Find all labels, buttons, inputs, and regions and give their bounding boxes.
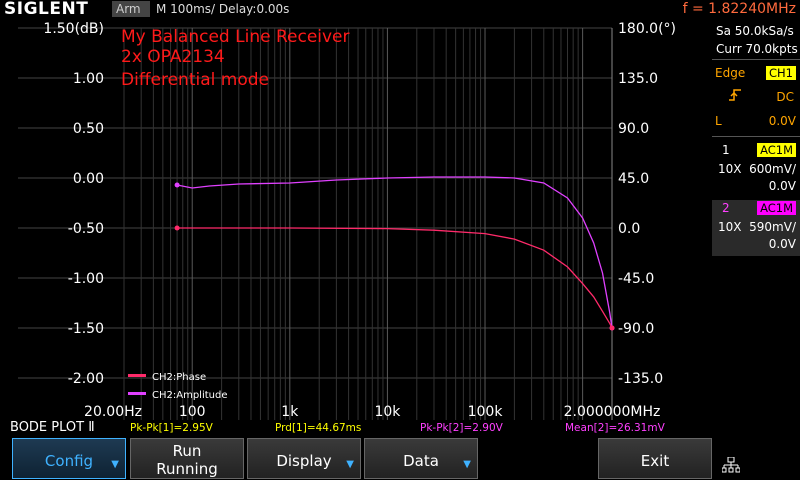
measure-pkpk1: Pk-Pk[1]=2.95V <box>130 422 213 434</box>
x-tick-label: 10k <box>374 404 401 420</box>
network-icon[interactable] <box>722 457 740 473</box>
x-axis-ticks: 20.00Hz 100 1k 10k 100k 2.000000MHz <box>84 404 660 420</box>
x-tick-label: 100 <box>179 404 206 420</box>
softkey-bar: Config ▼ Run Running Display ▼ Data ▼ Ex… <box>0 437 800 480</box>
ch1-number: 1 <box>722 143 730 157</box>
measurement-status-bar: BODE PLOT Ⅱ Pk-Pk[1]=2.95V Prd[1]=44.67m… <box>0 420 800 436</box>
right-tick-label: 180.0(°) <box>618 21 676 37</box>
left-tick-label: 0.50 <box>73 121 104 137</box>
right-tick-label: 45.0 <box>618 171 649 187</box>
legend: CH2:Phase CH2:Amplitude <box>128 372 227 401</box>
measure-pkpk2: Pk-Pk[2]=2.90V <box>420 422 503 434</box>
left-tick-label: 0.00 <box>73 171 104 187</box>
exit-label: Exit <box>640 452 670 470</box>
ch2-coupling: AC1M <box>757 201 796 215</box>
trigger-coupling: DC <box>776 90 794 104</box>
ch1-probe: 10X <box>718 162 742 176</box>
trigger-level-label: L <box>715 114 722 128</box>
data-label: Data <box>403 452 439 470</box>
left-axis-ticks: 1.50(dB) 1.00 0.50 0.00 -0.50 -1.00 -1.50 -2.00 <box>43 21 104 387</box>
run-button[interactable]: Run Running <box>130 438 244 479</box>
ch2-probe: 10X <box>718 220 742 234</box>
timebase-readout[interactable]: M 100ms/ Delay:0.00s <box>156 2 290 16</box>
left-tick-label: -1.00 <box>68 271 104 287</box>
plot-grid <box>18 27 613 420</box>
data-button[interactable]: Data ▼ <box>364 438 478 479</box>
annotation-line-2: 2x OPA2134 <box>121 47 225 67</box>
rising-edge-icon <box>729 89 741 101</box>
frequency-readout: f = 1.82240MHz <box>682 1 796 17</box>
legend-amplitude-swatch <box>128 392 146 395</box>
ch2-amplitude-curve <box>176 176 613 329</box>
legend-amplitude-label: CH2:Amplitude <box>152 390 227 401</box>
x-tick-label: 100k <box>468 404 504 420</box>
memory-depth: Curr 70.0kpts <box>716 42 798 56</box>
ch1-coupling: AC1M <box>757 143 796 157</box>
right-tick-label: 0.0 <box>618 221 640 237</box>
right-info-panel: Sa 50.0kSa/s Curr 70.0kpts Edge CH1 DC L… <box>712 18 800 418</box>
left-tick-label: -1.50 <box>68 321 104 337</box>
measure-mean2: Mean[2]=26.31mV <box>565 422 665 434</box>
trigger-row[interactable]: Edge CH1 <box>712 66 800 84</box>
right-tick-label: 90.0 <box>618 121 649 137</box>
ch1-offset: 0.0V <box>768 179 796 193</box>
x-tick-label: 2.000000MHz <box>564 404 661 420</box>
bode-plot: 1.50(dB) 1.00 0.50 0.00 -0.50 -1.00 -1.50 -2.00… <box>18 21 676 420</box>
curve-start-point <box>174 225 180 231</box>
ch2-phase-curve <box>177 227 613 329</box>
right-tick-label: -135.0 <box>618 371 663 387</box>
x-tick-label: 20.00Hz <box>84 404 142 420</box>
curve-start-point <box>174 182 180 188</box>
legend-phase-swatch <box>128 374 146 377</box>
config-arrow-icon: ▼ <box>111 459 119 470</box>
right-tick-label: -45.0 <box>618 271 654 287</box>
trigger-type: Edge <box>715 66 746 80</box>
legend-phase-label: CH2:Phase <box>152 372 206 383</box>
annotation-line-1: My Balanced Line Receiver <box>121 27 350 47</box>
display-label: Display <box>276 452 332 470</box>
ch2-info[interactable]: 2 AC1M 10X 590mV/ 0.0V <box>712 200 800 256</box>
run-label-line2: Running <box>156 460 218 478</box>
trigger-status: Arm <box>112 1 150 17</box>
left-tick-label: -0.50 <box>68 221 104 237</box>
annotation: My Balanced Line Receiver 2x OPA2134 Dif… <box>121 27 350 90</box>
annotation-line-3: Differential mode <box>121 70 269 90</box>
right-tick-label: 135.0 <box>618 71 658 87</box>
ch1-info[interactable]: 1 AC1M 10X 600mV/ 0.0V <box>712 142 800 200</box>
display-arrow-icon: ▼ <box>346 459 354 470</box>
curve-end-point <box>609 325 615 331</box>
right-tick-label: -90.0 <box>618 321 654 337</box>
x-tick-label: 1k <box>281 404 299 420</box>
ch2-number: 2 <box>722 201 730 215</box>
right-axis-ticks: 180.0(°) 135.0 90.0 45.0 0.0 -45.0 -90.0 -135.0 <box>618 21 676 387</box>
mode-label: BODE PLOT Ⅱ <box>10 420 95 435</box>
trigger-level: 0.0V <box>768 114 796 128</box>
exit-button[interactable]: Exit <box>598 438 712 479</box>
top-status-bar: SIGLENT Arm M 100ms/ Delay:0.00s f = 1.8… <box>0 0 800 18</box>
ch1-scale: 600mV/ <box>749 162 796 176</box>
plot-curves <box>174 176 615 331</box>
left-tick-label: -2.00 <box>68 371 104 387</box>
config-label: Config <box>44 452 94 470</box>
ch2-scale: 590mV/ <box>749 220 796 234</box>
config-button[interactable]: Config ▼ <box>12 438 126 479</box>
left-tick-label: 1.50(dB) <box>43 21 104 37</box>
left-tick-label: 1.00 <box>73 71 104 87</box>
ch2-offset: 0.0V <box>768 237 796 251</box>
brand-logo: SIGLENT <box>4 0 89 19</box>
run-label-line1: Run <box>172 442 202 460</box>
trigger-source: CH1 <box>766 66 796 80</box>
data-arrow-icon: ▼ <box>463 459 471 470</box>
display-button[interactable]: Display ▼ <box>247 438 361 479</box>
measure-prd1: Prd[1]=44.67ms <box>275 422 362 434</box>
sample-rate: Sa 50.0kSa/s <box>716 24 794 38</box>
